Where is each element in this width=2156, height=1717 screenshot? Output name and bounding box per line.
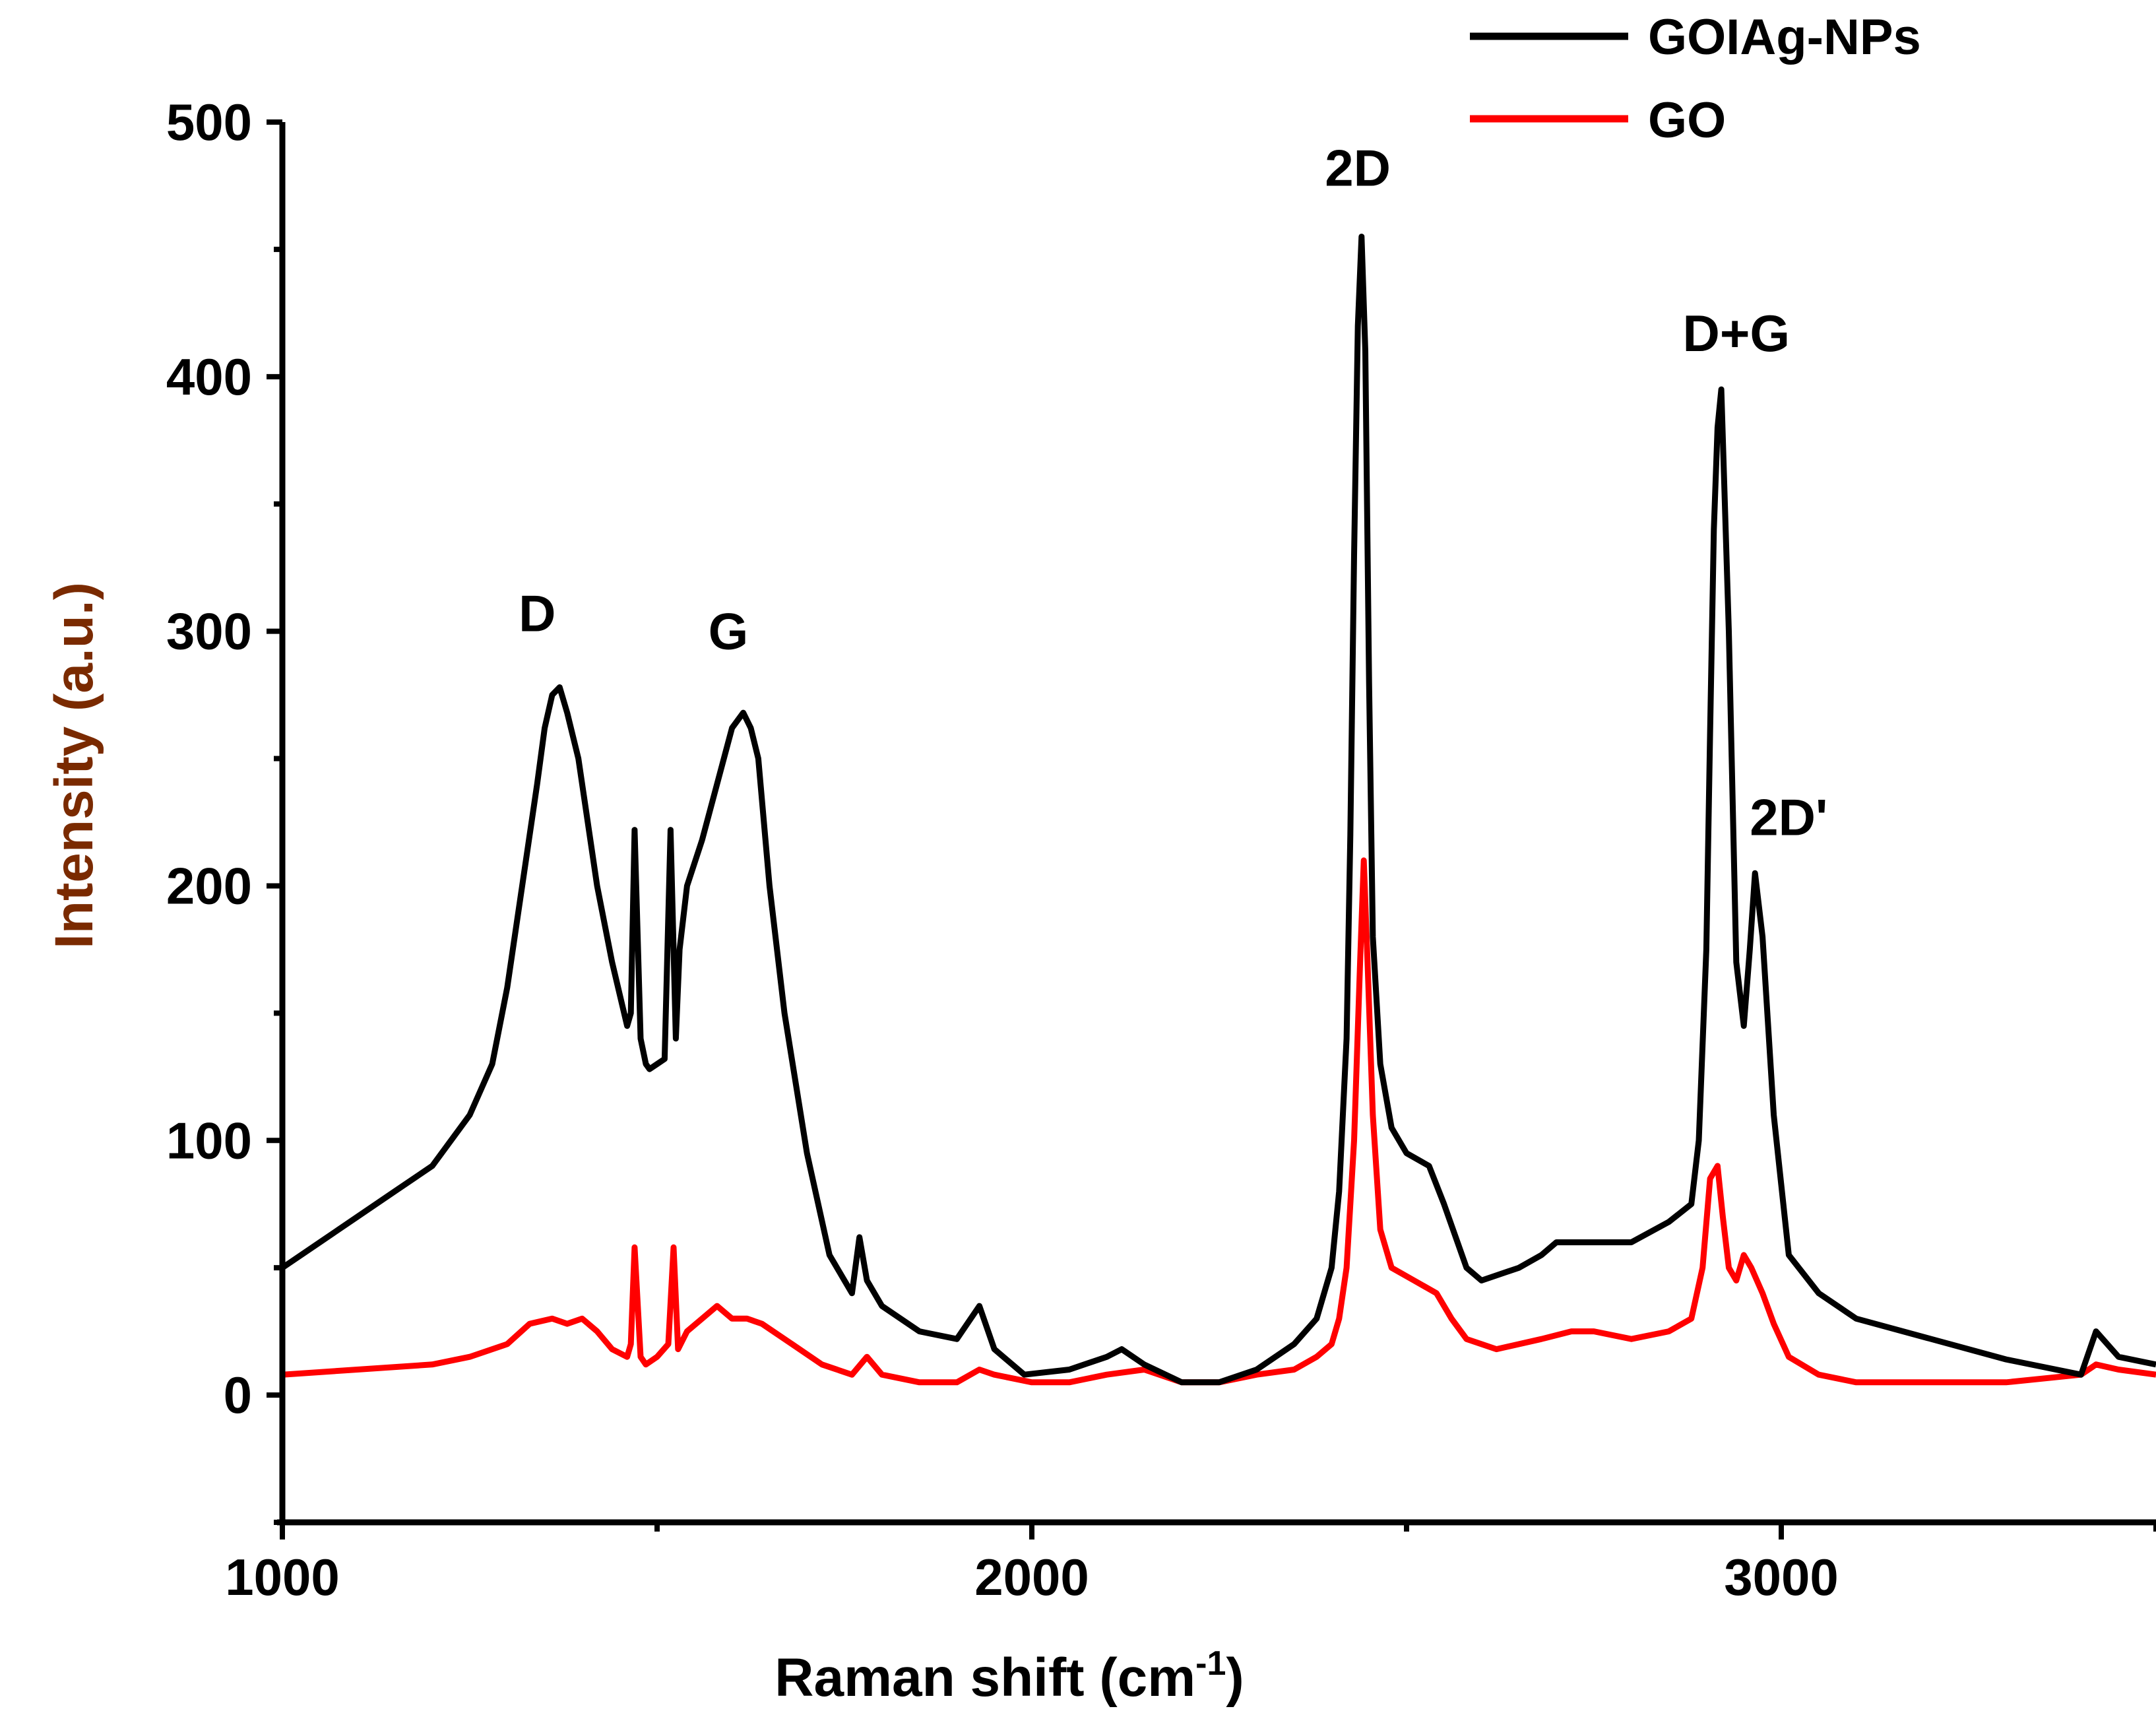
series-lines bbox=[280, 234, 2156, 1386]
y-tick-label: 200 bbox=[166, 857, 252, 915]
peak-label: D bbox=[519, 585, 555, 643]
legend-label-goiag: GOIAg-NPs bbox=[1648, 9, 1921, 65]
legend: GOIAg-NPs GO bbox=[1470, 9, 1921, 148]
x-axis-title-main: Raman shift (cm bbox=[775, 1648, 1195, 1708]
x-axis-title-superscript: -1 bbox=[1195, 1644, 1226, 1683]
series-line-go bbox=[282, 857, 2156, 1386]
y-tick-label: 0 bbox=[224, 1366, 252, 1424]
y-tick-label: 400 bbox=[166, 348, 252, 406]
peak-label: 2D bbox=[1325, 139, 1391, 197]
legend-label-go: GO bbox=[1648, 92, 1726, 148]
x-tick-label: 3000 bbox=[1724, 1548, 1839, 1606]
peak-label: G bbox=[709, 602, 749, 661]
tick-labels: 0 100 200 300 400 500 1000 2000 3000 bbox=[166, 93, 1839, 1606]
peak-annotations: D G 2D D+G 2D' bbox=[519, 139, 1827, 846]
y-tick-label: 300 bbox=[166, 602, 252, 661]
series-line-goiag-nps bbox=[280, 234, 2156, 1386]
x-axis-title: Raman shift (cm-1) bbox=[775, 1644, 1244, 1708]
y-axis-title: Intensity (a.u.) bbox=[44, 582, 104, 949]
axes bbox=[277, 122, 2156, 1526]
x-tick-label: 2000 bbox=[974, 1548, 1089, 1606]
tick-marks bbox=[267, 119, 2156, 1539]
peak-label: D+G bbox=[1683, 304, 1791, 362]
x-axis-title-close: ) bbox=[1226, 1648, 1244, 1708]
y-tick-label: 100 bbox=[166, 1111, 252, 1169]
peak-label: 2D' bbox=[1750, 788, 1827, 846]
x-tick-label: 1000 bbox=[225, 1548, 340, 1606]
y-tick-label: 500 bbox=[166, 93, 252, 151]
